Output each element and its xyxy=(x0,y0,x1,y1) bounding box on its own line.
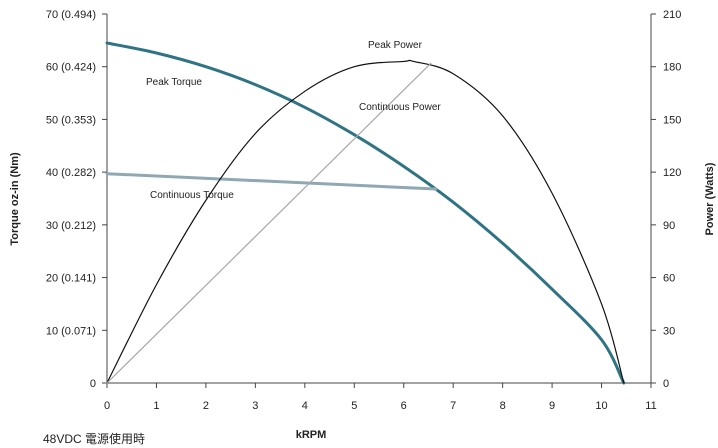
y-tick-label: 0 xyxy=(90,378,96,390)
x-tick-label: 10 xyxy=(595,400,607,412)
y2-tick-label: 30 xyxy=(663,325,675,337)
y2-tick-label: 180 xyxy=(663,62,681,74)
series-line-continuous-torque xyxy=(105,172,438,191)
y2-axis-title: Power (Watts) xyxy=(704,162,716,235)
y-tick-label: 50 (0.353) xyxy=(46,114,96,126)
series-line-peak-power xyxy=(106,59,625,384)
y-tick-label: 10 (0.071) xyxy=(46,325,96,337)
chart-caption: 48VDC 電源使用時 xyxy=(43,431,145,446)
y-tick-label: 30 (0.212) xyxy=(46,220,96,232)
series-line-continuous-power xyxy=(106,62,432,384)
x-tick-label: 0 xyxy=(104,400,110,412)
x-tick-label: 8 xyxy=(500,400,506,412)
series-layer xyxy=(105,41,626,385)
x-tick-label: 3 xyxy=(252,400,258,412)
x-tick-label: 7 xyxy=(450,400,456,412)
x-tick-label: 2 xyxy=(203,400,209,412)
x-tick-label: 6 xyxy=(401,400,407,412)
plot-area xyxy=(106,14,652,384)
annotation-peak-torque: Peak Torque xyxy=(146,77,202,88)
y-tick-label: 40 (0.282) xyxy=(46,167,96,179)
y-tick-label: 60 (0.424) xyxy=(46,62,96,74)
y-tick-label: 20 (0.141) xyxy=(46,273,96,285)
y2-tick-label: 120 xyxy=(663,167,681,179)
y2-tick-label: 0 xyxy=(663,378,669,390)
y2-tick-label: 150 xyxy=(663,114,681,126)
annotation-continuous-torque: Continuous Torque xyxy=(150,190,234,201)
x-tick-label: 9 xyxy=(549,400,555,412)
x-tick-label: 4 xyxy=(302,400,308,412)
annotation-continuous-power: Continuous Power xyxy=(359,102,441,113)
annotation-peak-power: Peak Power xyxy=(368,40,423,51)
y-ticks: 0 10 (0.071) 20 (0.141) 30 (0.212) 40 (0.282… xyxy=(46,9,107,390)
x-tick-label: 1 xyxy=(153,400,159,412)
x-ticks: 0 1 2 3 4 5 6 7 8 9 10 11 xyxy=(104,383,657,412)
y-tick-label: 70 (0.494) xyxy=(46,9,96,21)
y-axis-title: Torque oz-in (Nm) xyxy=(9,152,21,246)
x-tick-label: 5 xyxy=(351,400,357,412)
series-line-peak-torque xyxy=(105,41,626,385)
y2-tick-label: 90 xyxy=(663,220,675,232)
y2-ticks: 0 30 60 90 120 150 180 210 xyxy=(651,9,681,390)
x-axis-title: kRPM xyxy=(296,429,327,441)
x-tick-label: 11 xyxy=(645,400,656,412)
y2-tick-label: 60 xyxy=(663,273,675,285)
y2-tick-label: 210 xyxy=(663,9,681,21)
